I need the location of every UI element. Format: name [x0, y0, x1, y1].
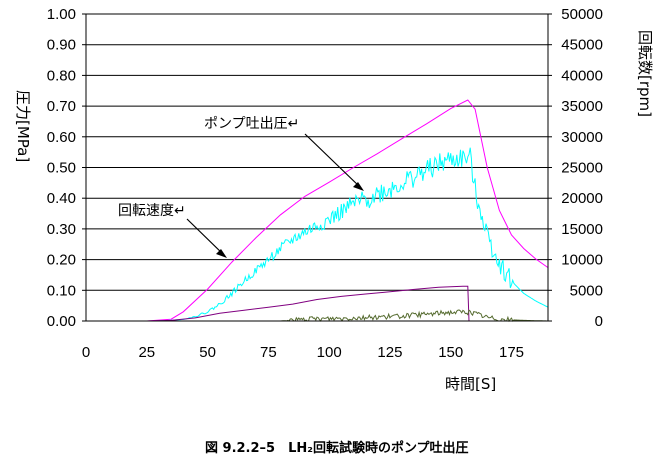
y-left-tick-label: 0.00: [47, 313, 76, 330]
y-left-tick-label: 0.50: [47, 160, 76, 177]
x-tick-label: 150: [438, 344, 463, 361]
series-line-speed: [86, 99, 549, 322]
y-right-tick-label: 5000: [570, 282, 603, 299]
gridlines: [86, 44, 548, 291]
annotation-pump-pressure-arrowhead: [353, 182, 364, 191]
y-left-tick-label: 0.80: [47, 67, 76, 84]
y-left-tick-label: 0.90: [47, 37, 76, 54]
x-tick-label: 50: [199, 344, 216, 361]
annotation-pump-pressure: ポンプ吐出圧↵: [204, 116, 299, 132]
figure-caption: 図 9.2.2–5 LH₂回転試験時のポンプ吐出圧: [205, 440, 469, 456]
y-right-tick-label: 30000: [561, 129, 603, 146]
annotation-rotation-speed: 回転速度↵: [118, 203, 186, 219]
annotations: ポンプ吐出圧↵ 回転速度↵: [118, 116, 364, 258]
y-right-tick-label: 0: [595, 313, 603, 330]
y-right-tick-label: 20000: [561, 190, 603, 207]
y-right-tick-label: 45000: [561, 37, 603, 54]
y-left-tick-label: 0.20: [47, 252, 76, 269]
x-tick-label: 125: [377, 344, 402, 361]
y-left-ticks: 0.00 0.10 0.20 0.30 0.40 0.50 0.60 0.70 0.80 0.90…: [47, 6, 86, 330]
annotation-pump-pressure-arrow: [304, 133, 362, 189]
y-right-ticks: 0 5000 10000 15000 20000 25000 30000 35000 40000…: [548, 6, 603, 330]
y-right-axis-title: 回転数[rpm]: [636, 30, 654, 117]
y-left-axis-title: 圧力[MPa]: [14, 90, 32, 162]
annotation-rotation-speed-arrow: [186, 218, 225, 256]
y-right-tick-label: 25000: [561, 160, 603, 177]
y-right-tick-label: 35000: [561, 98, 603, 115]
y-left-tick-label: 0.40: [47, 190, 76, 207]
x-axis-title: 時間[S]: [445, 375, 496, 393]
x-tick-label: 75: [260, 344, 277, 361]
y-right-tick-label: 40000: [561, 67, 603, 84]
y-right-tick-label: 15000: [561, 221, 603, 238]
y-left-tick-label: 1.00: [47, 6, 76, 23]
y-left-tick-label: 0.70: [47, 98, 76, 115]
x-tick-label: 25: [138, 344, 155, 361]
series-line-pressure: [86, 147, 549, 322]
x-tick-label: 100: [317, 344, 342, 361]
y-left-tick-label: 0.60: [47, 129, 76, 146]
x-tick-label: 0: [82, 344, 90, 361]
y-left-tick-label: 0.10: [47, 282, 76, 299]
y-right-tick-label: 50000: [561, 6, 603, 23]
x-ticks: 0 25 50 75 100 125 150 175: [82, 344, 524, 361]
y-right-tick-label: 10000: [561, 252, 603, 269]
y-left-tick-label: 0.30: [47, 221, 76, 238]
series-line-olive: [86, 309, 548, 323]
series-line-purple: [86, 285, 548, 322]
annotation-rotation-speed-arrowhead: [216, 249, 227, 258]
x-tick-label: 175: [499, 344, 524, 361]
